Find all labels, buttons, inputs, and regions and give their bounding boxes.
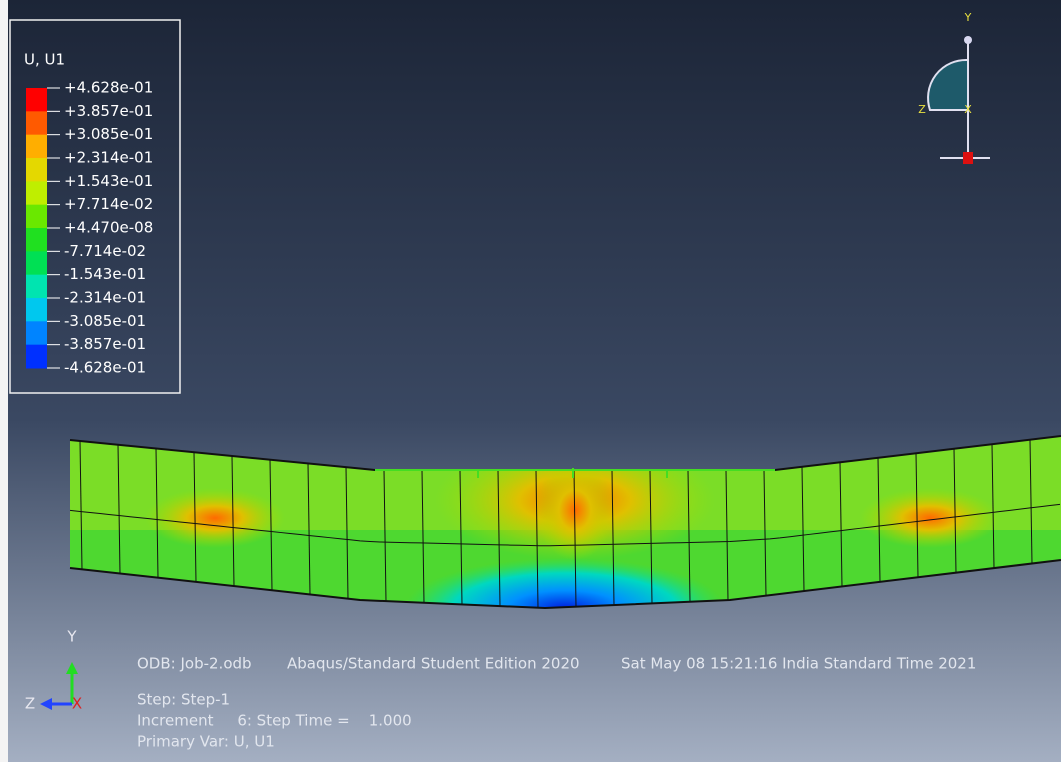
edge: [0, 0, 8, 762]
axis-label: Y: [66, 628, 77, 646]
legend-swatch: [26, 321, 47, 345]
legend-label: -3.085e-01: [64, 312, 146, 330]
info-text: ODB: Job-2.odb: [137, 655, 252, 673]
axis-label: X: [964, 103, 972, 116]
legend-title: U, U1: [24, 51, 65, 69]
info-text: Sat May 08 15:21:16 India Standard Time …: [621, 655, 976, 673]
legend-label: +7.714e-02: [64, 195, 153, 213]
background: [0, 0, 1061, 762]
info-text: Increment 6: Step Time = 1.000: [137, 712, 412, 730]
axis-label: Z: [25, 695, 35, 713]
legend-swatch: [26, 181, 47, 205]
legend-swatch: [26, 251, 47, 275]
legend-swatch: [26, 345, 47, 369]
legend-label: +3.857e-01: [64, 102, 153, 120]
legend-label: +3.085e-01: [64, 125, 153, 143]
viewport: U, U1 +4.628e-01 +3.857e-01 +3.085e-01 +2.3…: [0, 0, 1061, 762]
axis-label: X: [72, 695, 82, 713]
legend-label: -1.543e-01: [64, 265, 146, 283]
legend-swatch: [26, 275, 47, 299]
legend-label: +2.314e-01: [64, 149, 153, 167]
legend-label: +4.628e-01: [64, 79, 153, 97]
legend-swatch: [26, 205, 47, 229]
legend-label: -7.714e-02: [64, 242, 146, 260]
page: U, U1 +4.628e-01 +3.857e-01 +3.085e-01 +2.3…: [0, 0, 1061, 762]
info-text: Abaqus/Standard Student Edition 2020: [287, 655, 580, 673]
legend-label: -3.857e-01: [64, 335, 146, 353]
legend-swatch: [26, 88, 47, 112]
axis-label: Y: [964, 11, 972, 24]
legend-label: -2.314e-01: [64, 289, 146, 307]
legend-label: +4.470e-08: [64, 219, 153, 237]
legend-label: +1.543e-01: [64, 172, 153, 190]
legend-label: -4.628e-01: [64, 359, 146, 377]
info-text: Step: Step-1: [137, 691, 230, 709]
legend-swatch: [26, 228, 47, 252]
legend-swatch: [26, 111, 47, 135]
axis-label: Z: [918, 103, 926, 116]
legend-swatch: [26, 135, 47, 159]
info-text: Primary Var: U, U1: [137, 733, 275, 751]
legend-swatch: [26, 158, 47, 182]
legend-swatch: [26, 298, 47, 322]
